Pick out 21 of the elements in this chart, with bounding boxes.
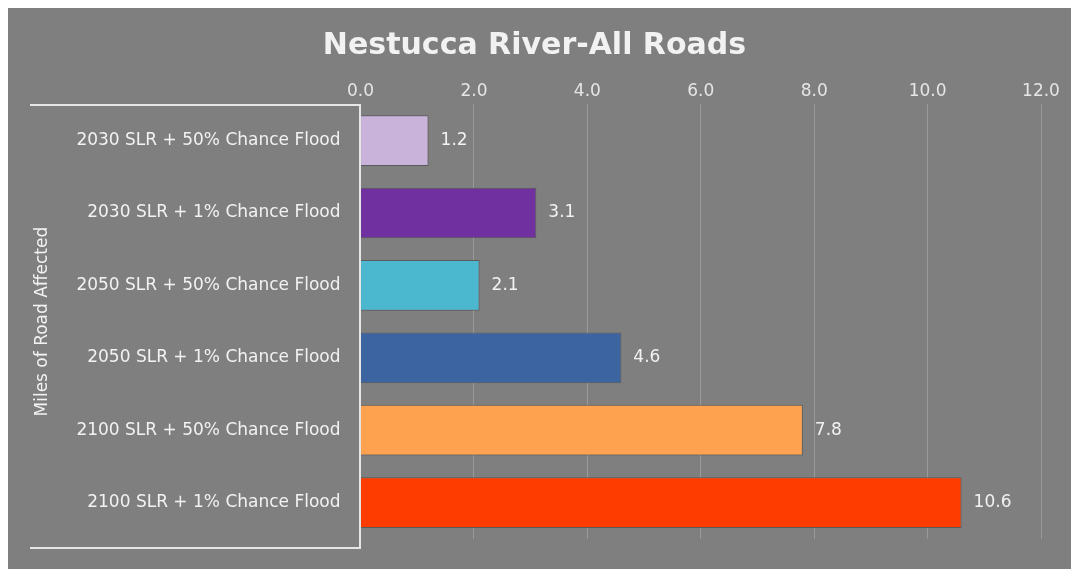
data-label: 3.1 bbox=[548, 201, 576, 222]
x-tick-label: 8.0 bbox=[800, 79, 828, 100]
x-tick-label: 0.0 bbox=[347, 79, 375, 100]
y-tick-label: 2030 SLR + 50% Chance Flood bbox=[76, 129, 341, 150]
x-tick-label: 2.0 bbox=[460, 79, 488, 100]
x-tick-label: 10.0 bbox=[908, 79, 947, 100]
data-label: 2.1 bbox=[491, 273, 519, 294]
y-tick-label: 2050 SLR + 50% Chance Flood bbox=[76, 273, 341, 294]
x-tick-label: 6.0 bbox=[687, 79, 715, 100]
data-label: 1.2 bbox=[440, 129, 468, 150]
y-tick-label: 2100 SLR + 50% Chance Flood bbox=[76, 418, 341, 439]
y-tick-label: 2050 SLR + 1% Chance Flood bbox=[87, 346, 341, 367]
x-tick-label: 4.0 bbox=[573, 79, 601, 100]
y-axis-title: Miles of Road Affected bbox=[30, 226, 51, 417]
x-tick-label: 12.0 bbox=[1022, 79, 1060, 100]
data-label: 7.8 bbox=[814, 418, 842, 439]
data-label: 10.6 bbox=[973, 491, 1012, 512]
data-label: 4.6 bbox=[633, 346, 661, 367]
chart-title: Nestucca River-All Roads bbox=[322, 25, 747, 61]
y-tick-label: 2100 SLR + 1% Chance Flood bbox=[87, 491, 341, 512]
y-tick-label: 2030 SLR + 1% Chance Flood bbox=[87, 201, 341, 222]
